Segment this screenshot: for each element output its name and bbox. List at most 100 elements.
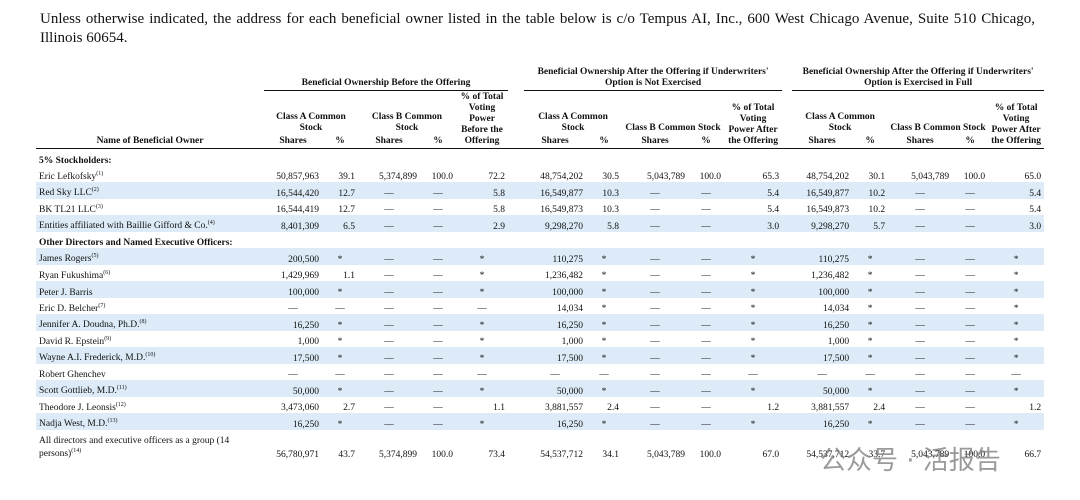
cell: 30.5 bbox=[602, 172, 620, 182]
cell: 54,537,712 bbox=[806, 449, 850, 460]
spacer bbox=[508, 364, 524, 381]
cell: — bbox=[701, 304, 711, 314]
spacer bbox=[782, 364, 792, 381]
column-header: Shares bbox=[622, 135, 689, 149]
cell: 48,754,202 bbox=[806, 172, 850, 182]
cell: 34.1 bbox=[602, 449, 620, 460]
cell: — bbox=[701, 370, 711, 380]
cell: 5.4 bbox=[988, 182, 1045, 199]
data-row: All directors and executive officers as … bbox=[36, 430, 1044, 460]
cell: — bbox=[688, 182, 725, 199]
cell: — bbox=[965, 304, 975, 314]
spacer bbox=[782, 265, 792, 282]
cell: — bbox=[888, 347, 953, 364]
cell: 73.4 bbox=[488, 449, 506, 460]
cell: — bbox=[433, 205, 443, 215]
cell: 5,043,789 bbox=[911, 172, 950, 182]
owner-name-text: All directors and executive officers as … bbox=[39, 436, 230, 460]
cell: — bbox=[335, 304, 345, 314]
column-header: Shares bbox=[792, 135, 853, 149]
cell: 1.1 bbox=[493, 403, 506, 413]
spacer bbox=[782, 413, 793, 430]
footnote-ref: (10) bbox=[145, 352, 156, 359]
cell: — bbox=[384, 271, 394, 281]
cell: — bbox=[420, 380, 456, 397]
spacer bbox=[782, 182, 793, 199]
cell: 10.2 bbox=[868, 205, 886, 215]
cell: — bbox=[420, 413, 456, 430]
cell: — bbox=[358, 347, 420, 364]
class-a-header: Class A Common Stock bbox=[538, 112, 608, 133]
cell: * bbox=[988, 281, 1045, 298]
cell: — bbox=[915, 403, 925, 413]
cell: 6.5 bbox=[322, 215, 358, 232]
cell: * bbox=[322, 347, 358, 364]
cell: — bbox=[420, 182, 456, 199]
cell: 16,250 bbox=[264, 413, 322, 430]
spacer bbox=[508, 248, 525, 265]
owner-name-text: Red Sky LLC bbox=[39, 188, 92, 199]
cell: * bbox=[479, 271, 485, 281]
cell: 1,000 bbox=[561, 337, 584, 347]
header-row: Beneficial Ownership Before the Offering… bbox=[36, 66, 1045, 91]
cell: — bbox=[888, 215, 953, 232]
spacer bbox=[782, 166, 792, 183]
cell: — bbox=[888, 281, 953, 298]
data-row: Robert Ghenchev — — — — — — — — — — — — — — — bbox=[36, 364, 1044, 381]
footnote-ref: (9) bbox=[104, 335, 112, 342]
column-header: % bbox=[952, 135, 989, 149]
data-row: Ryan Fukushima(6) 1,429,969 1.1 — — * 1,236,48… bbox=[36, 265, 1044, 282]
column-header: % bbox=[852, 135, 889, 149]
owner-name: Red Sky LLC(2) bbox=[36, 182, 264, 199]
cell: — bbox=[384, 403, 394, 413]
data-row: Theodore J. Leonsis(12) 3,473,060 2.7 — — 1.1… bbox=[36, 397, 1044, 413]
footnote-ref: (4) bbox=[207, 220, 215, 227]
cell: 5.4 bbox=[1029, 205, 1042, 215]
spacer bbox=[782, 331, 792, 348]
cell: — bbox=[965, 271, 975, 281]
owner-name-text: Jennifer A. Doudna, Ph.D. bbox=[39, 320, 140, 331]
cell: * bbox=[724, 347, 783, 364]
cell: 100.0 bbox=[699, 172, 722, 182]
column-header: Shares bbox=[358, 135, 420, 149]
section-label: 5% Stockholders: bbox=[36, 148, 1045, 166]
owner-name: Theodore J. Leonsis(12) bbox=[36, 397, 264, 413]
owner-name-text: Robert Ghenchev bbox=[39, 370, 106, 380]
cell: — bbox=[965, 205, 975, 215]
spacer bbox=[782, 347, 793, 364]
owner-name: Wayne A.I. Frederick, M.D.(10) bbox=[36, 347, 264, 364]
cell: * bbox=[322, 314, 358, 331]
cell: 1,236,482 bbox=[545, 271, 584, 281]
cell: 33.7 bbox=[868, 449, 886, 460]
owner-name: Ryan Fukushima(6) bbox=[36, 265, 264, 281]
cell: 12.7 bbox=[322, 182, 358, 199]
cell: 100,000 bbox=[264, 281, 322, 298]
owner-name-text: Eric D. Belcher bbox=[39, 304, 99, 314]
cell: — bbox=[915, 271, 925, 281]
column-header: Shares bbox=[264, 135, 322, 149]
blank bbox=[36, 91, 264, 136]
group-title: Beneficial Ownership Before the Offering bbox=[264, 66, 509, 91]
spacer bbox=[508, 182, 525, 199]
cell: — bbox=[420, 248, 456, 265]
cell: * bbox=[750, 337, 756, 347]
cell: * bbox=[586, 248, 623, 265]
cell: * bbox=[867, 304, 873, 314]
cell: * bbox=[1013, 271, 1019, 281]
footnote-ref: (14) bbox=[71, 448, 82, 455]
cell: * bbox=[1013, 304, 1019, 314]
cell: — bbox=[650, 370, 660, 380]
cell: 5.4 bbox=[724, 182, 783, 199]
cell: * bbox=[867, 271, 873, 281]
cell: — bbox=[688, 248, 725, 265]
cell: 9,298,270 bbox=[524, 215, 587, 232]
cell: 9,298,270 bbox=[792, 215, 853, 232]
cell: — bbox=[701, 403, 711, 413]
cell: — bbox=[433, 403, 443, 413]
cell: — bbox=[477, 304, 487, 314]
cell: — bbox=[433, 337, 443, 347]
section-row: Other Directors and Named Executive Offi… bbox=[36, 232, 1044, 248]
cell: 50,000 bbox=[264, 380, 322, 397]
cell: 17,500 bbox=[264, 347, 322, 364]
